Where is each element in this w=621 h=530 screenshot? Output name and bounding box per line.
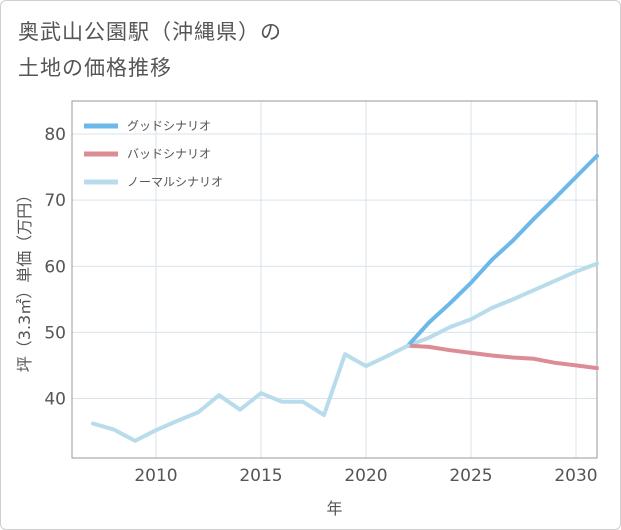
good-scenario-line xyxy=(406,153,599,348)
bad-scenario-line xyxy=(406,343,599,371)
legend-good-scenario: グッドシナリオ xyxy=(84,119,211,133)
chart-title-line-1: 奥武山公園駅（沖縄県）の xyxy=(18,20,282,44)
legend-normal-scenario: ノーマルシナリオ xyxy=(84,175,223,189)
history-line xyxy=(91,343,410,443)
chart-title-line-2: 土地の価格推移 xyxy=(18,56,172,80)
legend-label: バッドシナリオ xyxy=(127,147,211,161)
plot-border xyxy=(71,100,598,459)
y-tick-label: 70 xyxy=(44,191,66,211)
legend-label: ノーマルシナリオ xyxy=(127,175,223,189)
x-tick-label: 2020 xyxy=(344,466,387,486)
x-tick-label: 2010 xyxy=(134,466,177,486)
y-tick-label: 80 xyxy=(44,125,66,145)
y-tick-label: 50 xyxy=(44,323,66,343)
y-tick-label: 40 xyxy=(44,390,66,410)
x-axis-label: 年 xyxy=(326,499,342,518)
x-tick-label: 2015 xyxy=(239,466,282,486)
y-tick-label: 60 xyxy=(44,257,66,277)
normal-scenario-line xyxy=(406,261,599,348)
y-axis-label: 坪（3.3㎡）単価（万円） xyxy=(15,187,34,372)
legend-label: グッドシナリオ xyxy=(127,119,211,133)
chart-title: 奥武山公園駅（沖縄県）の 土地の価格推移 xyxy=(18,14,282,86)
x-tick-label: 2030 xyxy=(554,466,597,486)
legend-bad-scenario: バッドシナリオ xyxy=(84,147,211,161)
x-tick-label: 2025 xyxy=(449,466,492,486)
